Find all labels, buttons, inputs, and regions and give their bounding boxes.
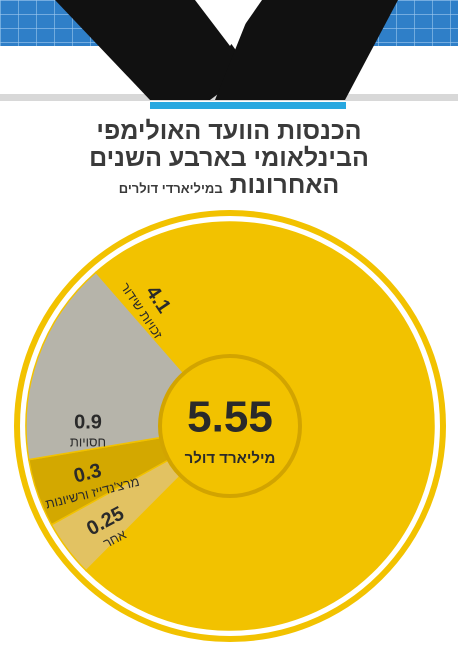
header-graphic [0,0,458,109]
title: הכנסות הוועד האולימפי הבינלאומי בארבע הש… [0,118,458,202]
center-circle [158,354,302,498]
pie-slice [25,271,232,461]
value-label: 0.25 [83,503,128,541]
center-value: 5.55 [187,393,273,442]
title-line: האחרונות במיליארדי דולרים [0,172,458,202]
value-label: 0.9 [74,411,102,433]
logo-shape [215,0,398,100]
category-label: חסויות [70,434,106,449]
pie-slice [27,425,231,526]
value-label: 4.1 [141,282,175,317]
title-line: הבינלאומי בארבע השנים [89,144,369,172]
category-label: אחר [101,527,129,551]
logo-notch [195,0,262,46]
value-label: 0.3 [71,460,103,488]
category-label: מרצ'נדייז ורשיונות [44,474,141,512]
title-line: האחרונות [229,171,340,199]
outer-ring [14,210,446,642]
logo-shape [55,0,250,100]
center-label: מיליארד דולר [185,450,276,467]
blue-line [150,102,346,109]
subtitle: במיליארדי דולרים [118,181,223,196]
title-line: הכנסות הוועד האולימפי [96,117,362,145]
category-label: זכויות שידור [118,280,167,342]
pie-slice [50,425,231,572]
pie-slice [85,221,435,631]
